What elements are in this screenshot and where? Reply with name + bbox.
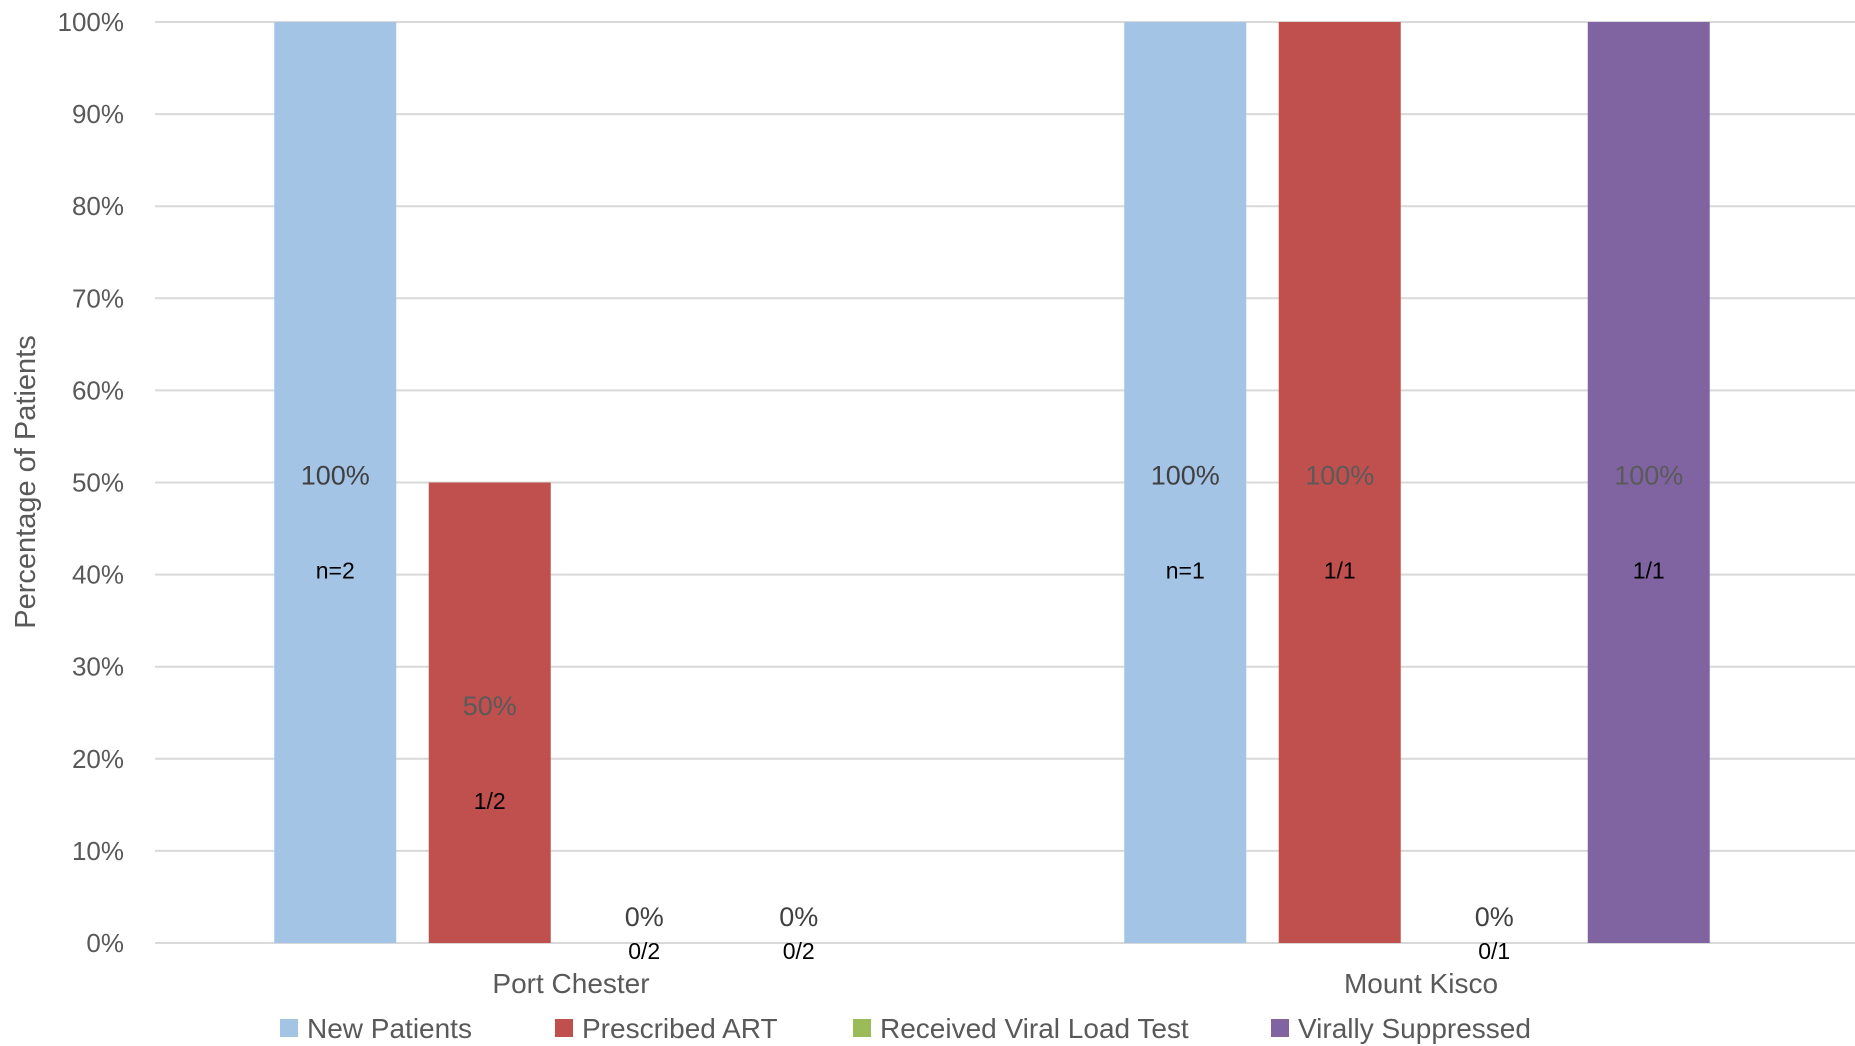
count-label: 1/2 [474, 788, 506, 814]
legend-label: Prescribed ART [582, 1013, 778, 1044]
y-tick-label: 100% [58, 7, 125, 37]
data-label: 0% [625, 902, 664, 932]
legend-swatch [853, 1019, 871, 1037]
y-tick-labels: 0% 10% 20% 30% 40% 50% 60% 70% 80% 90% 100% [58, 7, 125, 958]
y-tick-label: 60% [72, 375, 124, 405]
y-tick-label: 0% [86, 928, 124, 958]
legend: New Patients Prescribed ART Received Viral… [280, 1013, 1531, 1044]
y-tick-label: 50% [72, 468, 124, 498]
y-tick-label: 80% [72, 191, 124, 221]
bar [1124, 22, 1247, 943]
y-tick-label: 40% [72, 560, 124, 590]
count-label: 0/1 [1478, 938, 1510, 964]
bar [274, 22, 397, 943]
y-tick-label: 10% [72, 836, 124, 866]
bars [274, 22, 1710, 943]
count-label: 0/2 [628, 938, 660, 964]
category-label: Port Chester [492, 968, 649, 999]
legend-swatch [280, 1019, 298, 1037]
bar [1587, 22, 1710, 943]
data-labels: 100% n=2 50% 1/2 0% 0/2 0% 0/2 100% n=1 100% 1/1 0% 0… [301, 461, 1684, 965]
y-tick-label: 70% [72, 283, 124, 313]
count-label: 0/2 [783, 938, 815, 964]
data-label: 50% [463, 691, 517, 721]
y-tick-label: 90% [72, 99, 124, 129]
legend-swatch [1271, 1019, 1289, 1037]
y-tick-label: 30% [72, 652, 124, 682]
data-label: 100% [1151, 461, 1220, 491]
category-labels: Port Chester Mount Kisco [492, 968, 1498, 999]
count-label: n=2 [316, 558, 355, 584]
count-label: n=1 [1166, 558, 1205, 584]
data-label: 100% [1305, 461, 1374, 491]
bar [1278, 22, 1401, 943]
data-label: 100% [301, 461, 370, 491]
count-label: 1/1 [1633, 558, 1665, 584]
y-axis-label: Percentage of Patients [10, 335, 42, 628]
legend-label: New Patients [307, 1013, 472, 1044]
data-label: 0% [779, 902, 818, 932]
y-tick-label: 20% [72, 744, 124, 774]
count-label: 1/1 [1324, 558, 1356, 584]
data-label: 0% [1475, 902, 1514, 932]
legend-label: Virally Suppressed [1298, 1013, 1531, 1044]
data-label: 100% [1614, 461, 1683, 491]
bar [428, 482, 551, 943]
legend-swatch [555, 1019, 573, 1037]
legend-label: Received Viral Load Test [880, 1013, 1189, 1044]
category-label: Mount Kisco [1344, 968, 1498, 999]
